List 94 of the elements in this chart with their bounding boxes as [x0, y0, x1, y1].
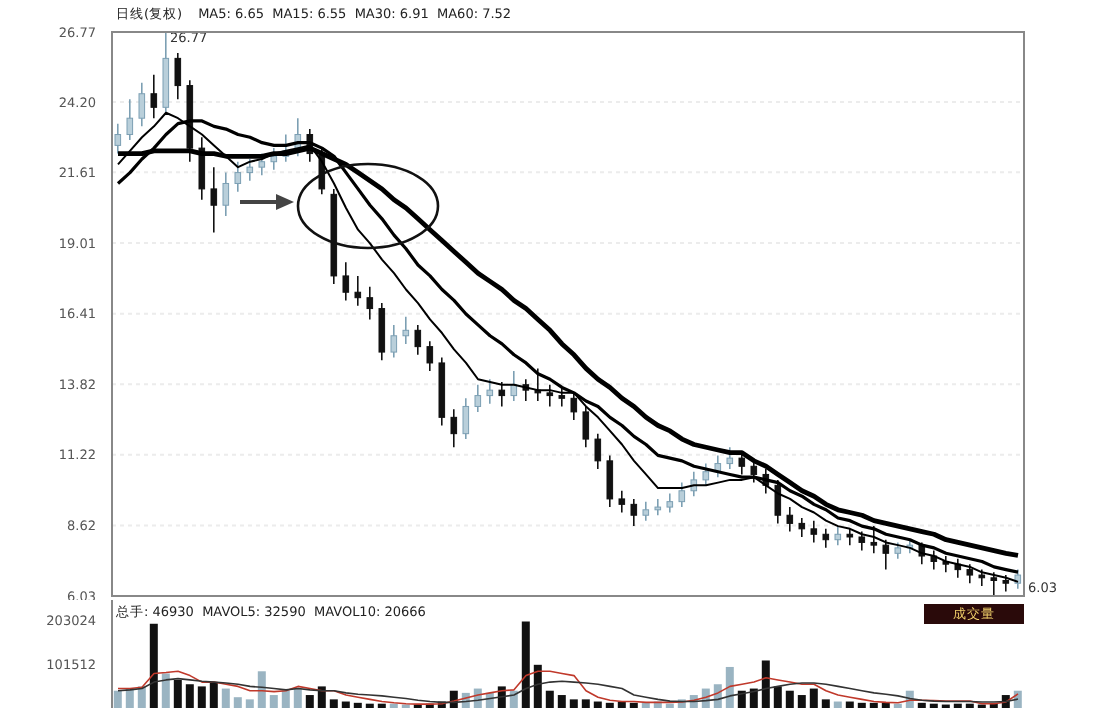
- bar: [149, 623, 158, 708]
- bar: [257, 671, 266, 708]
- candlestick: [678, 481, 686, 508]
- candlestick: [126, 98, 134, 141]
- bar: [185, 684, 194, 708]
- bar: [209, 682, 218, 708]
- bar: [221, 688, 230, 708]
- bar: [269, 695, 278, 708]
- candlestick: [474, 383, 482, 413]
- bar: [605, 702, 614, 708]
- candlestick: [354, 275, 362, 307]
- candlestick: [378, 302, 386, 362]
- bar: [305, 695, 314, 708]
- bar: [797, 695, 806, 708]
- bar: [725, 666, 734, 708]
- candlestick: [882, 538, 890, 571]
- bar: [581, 699, 590, 708]
- candlestick: [570, 392, 578, 421]
- candlestick: [114, 122, 122, 155]
- bar: [353, 702, 362, 708]
- candlestick: [486, 378, 494, 405]
- line-series: [117, 670, 1019, 705]
- candlestick: [642, 500, 650, 522]
- candlestick: [810, 519, 818, 544]
- bar: [833, 701, 842, 708]
- candlestick: [498, 381, 506, 408]
- bar: [845, 701, 854, 708]
- bar: [329, 699, 338, 708]
- candlestick: [366, 286, 374, 321]
- bar: [881, 702, 890, 708]
- bar: [593, 701, 602, 708]
- bar: [533, 664, 542, 708]
- candlestick: [1014, 568, 1022, 590]
- bar: [173, 679, 182, 708]
- candlestick: [618, 489, 626, 514]
- candlestick: [666, 492, 674, 514]
- bar: [197, 686, 206, 708]
- bar: [869, 702, 878, 708]
- bar: [113, 690, 122, 708]
- candlestick: [246, 158, 254, 182]
- bar: [545, 690, 554, 708]
- bar: [821, 699, 830, 708]
- candlestick: [414, 324, 422, 356]
- candlestick: [558, 386, 566, 408]
- bar: [917, 702, 926, 708]
- candlestick: [174, 52, 182, 100]
- bar: [785, 690, 794, 708]
- candlestick: [786, 506, 794, 533]
- candlestick: [450, 408, 458, 449]
- bar: [293, 688, 302, 708]
- bar: [629, 702, 638, 708]
- line-series: [117, 677, 1019, 704]
- candlestick: [858, 530, 866, 552]
- candlestick: [870, 525, 878, 555]
- candlestick: [138, 82, 146, 128]
- candlestick: [594, 432, 602, 470]
- bar: [521, 621, 530, 708]
- candlestick: [402, 315, 410, 345]
- candlestick: [234, 160, 242, 193]
- candlestick: [798, 517, 806, 538]
- candlestick: [150, 73, 158, 119]
- candlestick: [426, 340, 434, 372]
- candlestick: [198, 136, 206, 201]
- candlestick: [462, 397, 470, 440]
- bar: [557, 695, 566, 708]
- candlestick: [534, 367, 542, 402]
- bar: [317, 686, 326, 708]
- candlestick: [606, 454, 614, 508]
- bar: [773, 686, 782, 708]
- bar: [161, 673, 170, 708]
- bar: [809, 688, 818, 708]
- bar: [641, 702, 650, 708]
- candlestick: [654, 498, 662, 517]
- bar: [281, 690, 290, 708]
- candlestick: [990, 571, 998, 596]
- bar: [233, 697, 242, 708]
- bar: [341, 701, 350, 708]
- candlestick: [222, 171, 230, 217]
- candlestick: [390, 324, 398, 359]
- candlestick: [210, 166, 218, 234]
- candlestick: [834, 525, 842, 546]
- bar: [857, 702, 866, 708]
- candlestick: [966, 563, 974, 585]
- bar: [569, 699, 578, 708]
- candlestick: [342, 261, 350, 302]
- candlestick: [510, 370, 518, 402]
- bar: [761, 660, 770, 708]
- candlestick: [582, 405, 590, 449]
- candlestick: [930, 549, 938, 571]
- bar: [245, 699, 254, 708]
- candlestick: [546, 383, 554, 408]
- candlestick: [630, 498, 638, 527]
- candlestick: [822, 528, 830, 549]
- candlestick: [774, 479, 782, 525]
